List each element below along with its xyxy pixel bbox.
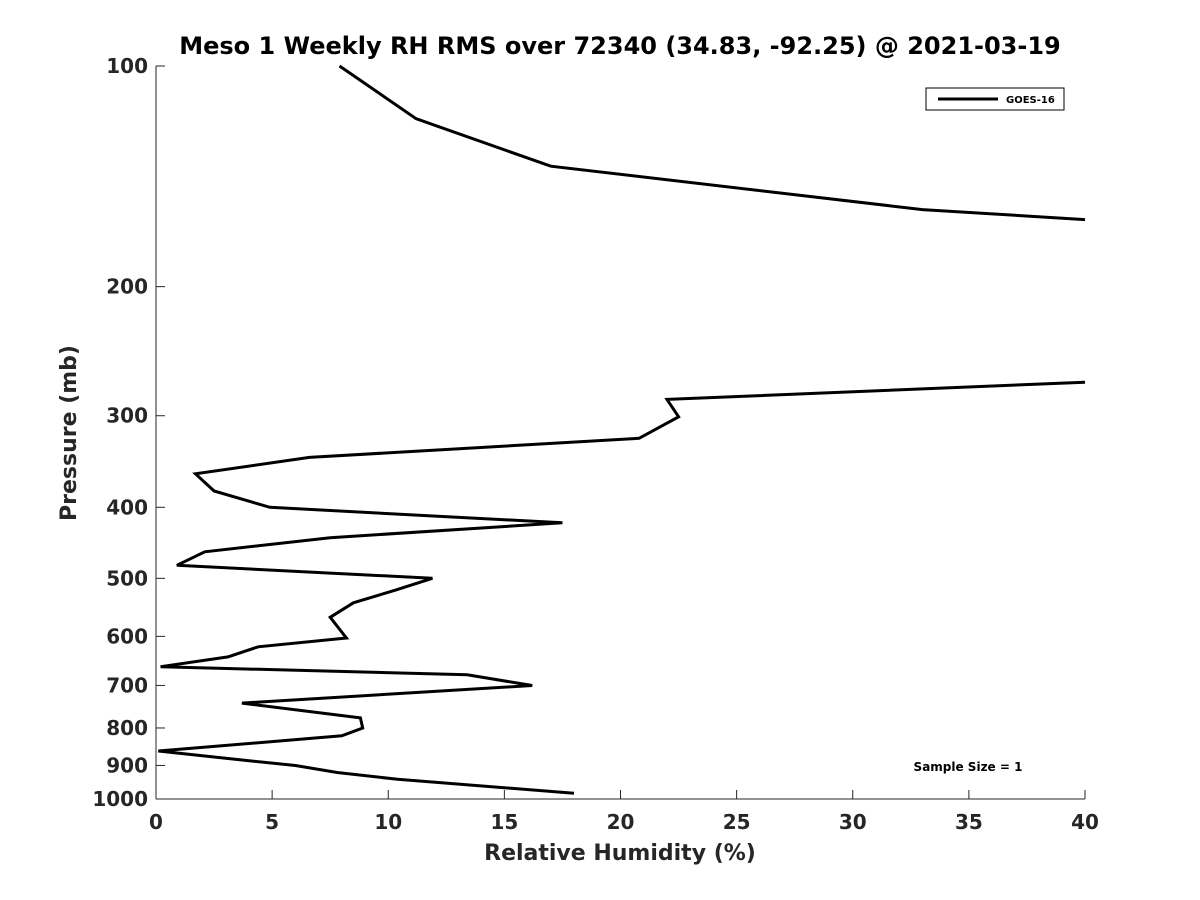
legend: GOES-16 bbox=[925, 87, 1065, 111]
y-tick-label: 600 bbox=[106, 624, 148, 648]
y-tick-label: 800 bbox=[106, 716, 148, 740]
x-tick-label: 5 bbox=[265, 810, 279, 834]
y-tick-label: 100 bbox=[106, 54, 148, 78]
y-tick-label: 500 bbox=[106, 566, 148, 590]
x-tick-label: 20 bbox=[607, 810, 635, 834]
y-tick-label: 200 bbox=[106, 275, 148, 299]
y-axis-label: Pressure (mb) bbox=[57, 345, 82, 521]
y-axis: 100 200 300 400 500 600 700 800 900 1000 bbox=[92, 54, 165, 811]
x-tick-label: 15 bbox=[490, 810, 518, 834]
y-tick-label: 400 bbox=[106, 495, 148, 519]
x-tick-label: 10 bbox=[374, 810, 402, 834]
sample-size-annotation: Sample Size = 1 bbox=[914, 760, 1023, 774]
x-tick-label: 25 bbox=[723, 810, 751, 834]
chart-title: Meso 1 Weekly RH RMS over 72340 (34.83, … bbox=[179, 32, 1061, 60]
y-tick-label: 300 bbox=[106, 404, 148, 428]
series-line-goes-16 bbox=[338, 64, 1086, 222]
x-tick-label: 35 bbox=[955, 810, 983, 834]
x-tick-label: 40 bbox=[1071, 810, 1099, 834]
x-tick-label: 0 bbox=[149, 810, 163, 834]
legend-label-goes-16: GOES-16 bbox=[1006, 95, 1055, 106]
x-axis-label: Relative Humidity (%) bbox=[484, 841, 756, 866]
plot-area bbox=[155, 66, 1085, 800]
x-axis: 0 5 10 15 20 25 30 35 40 bbox=[149, 790, 1099, 834]
series-line-goes-16 bbox=[158, 380, 1086, 795]
y-tick-label: 1000 bbox=[92, 787, 148, 811]
x-tick-label: 30 bbox=[839, 810, 867, 834]
series-layer bbox=[158, 64, 1086, 795]
y-tick-label: 700 bbox=[106, 673, 148, 697]
y-tick-label: 900 bbox=[106, 753, 148, 777]
